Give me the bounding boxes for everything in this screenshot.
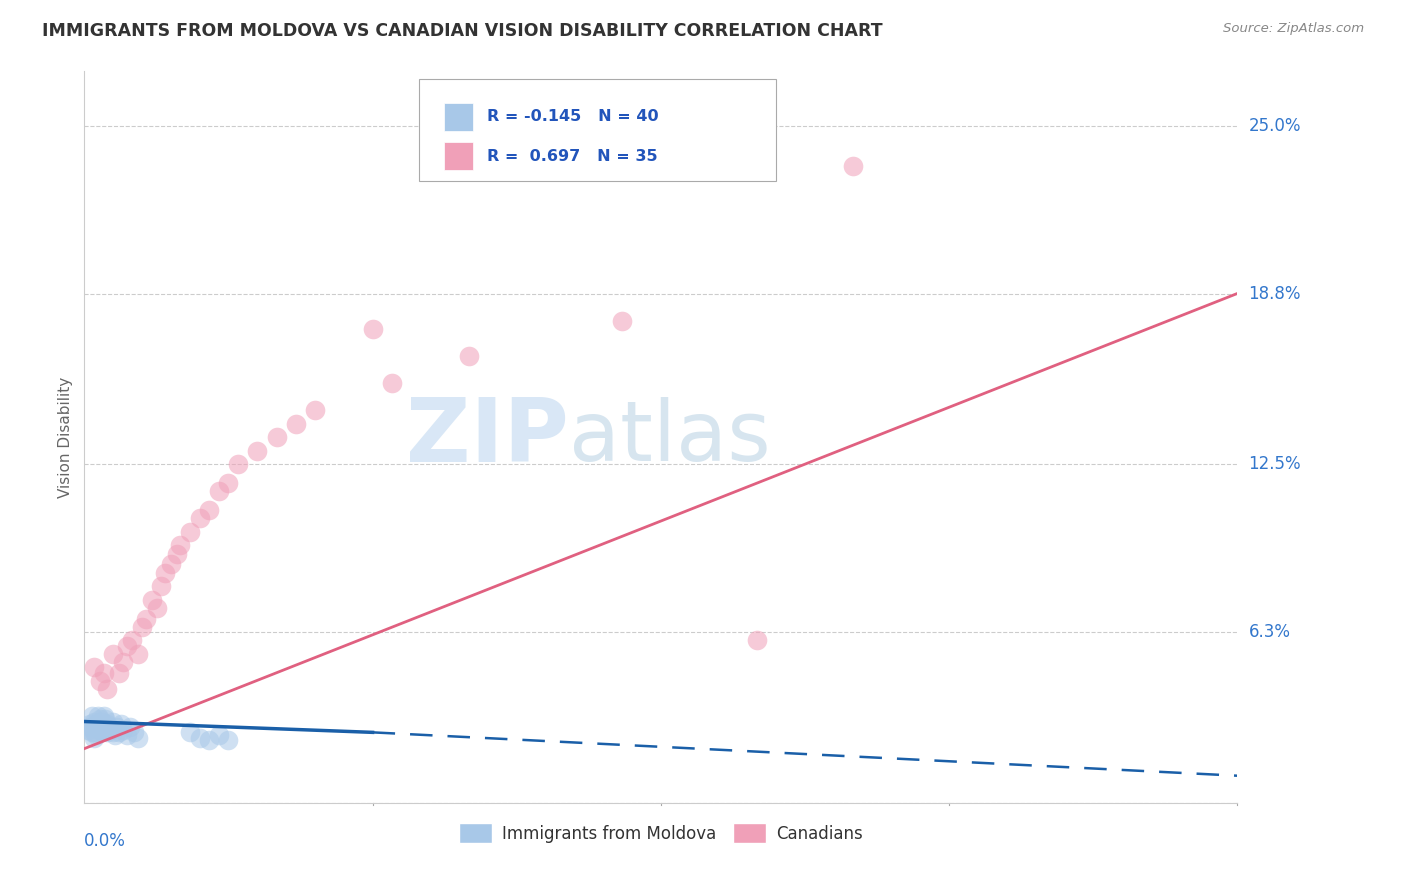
Point [87,709,110,723]
Point [103,714,124,729]
FancyBboxPatch shape [444,143,472,170]
Text: 25.0%: 25.0% [1249,117,1301,135]
Point [188,731,211,745]
Point [150,579,173,593]
Point [131,620,153,634]
Point [246,443,269,458]
Legend: Immigrants from Moldova, Canadians: Immigrants from Moldova, Canadians [451,817,870,849]
Point [120,720,142,734]
Point [169,538,191,552]
FancyBboxPatch shape [444,103,472,130]
Point [105,720,128,734]
Point [84,717,107,731]
Point [93,720,115,734]
Point [83,660,105,674]
Point [108,665,131,680]
Point [361,322,384,336]
Point [96,681,118,696]
Point [166,547,188,561]
Point [304,403,326,417]
Point [198,733,221,747]
Point [94,723,117,737]
Point [89,712,111,726]
Point [87,720,110,734]
Point [89,723,111,737]
Point [842,159,865,173]
Text: 0.0%: 0.0% [84,832,127,850]
Point [90,714,112,729]
Point [93,709,115,723]
Point [96,717,118,731]
Point [83,725,105,739]
Point [115,728,138,742]
Point [121,633,143,648]
Point [198,503,221,517]
Text: R = -0.145   N = 40: R = -0.145 N = 40 [486,109,658,124]
Point [100,723,122,737]
Point [104,728,127,742]
Point [127,647,149,661]
Point [179,725,201,739]
Point [612,313,634,327]
Point [226,457,249,471]
Point [79,717,101,731]
Point [457,349,479,363]
FancyBboxPatch shape [419,78,776,181]
Point [179,524,201,539]
Point [208,484,231,499]
Point [284,417,307,431]
Point [153,566,176,580]
Point [208,728,231,742]
Point [94,712,117,726]
Point [80,709,103,723]
Point [80,725,103,739]
Text: 18.8%: 18.8% [1249,285,1301,302]
Point [93,665,115,680]
Text: ZIP: ZIP [406,393,568,481]
Point [266,430,288,444]
Point [146,600,169,615]
Point [89,673,111,688]
Point [111,655,134,669]
Y-axis label: Vision Disability: Vision Disability [58,376,73,498]
Text: IMMIGRANTS FROM MOLDOVA VS CANADIAN VISION DISABILITY CORRELATION CHART: IMMIGRANTS FROM MOLDOVA VS CANADIAN VISI… [42,22,883,40]
Point [218,733,240,747]
Point [188,511,211,525]
Point [381,376,404,390]
Point [108,725,131,739]
Text: R =  0.697   N = 35: R = 0.697 N = 35 [486,149,658,164]
Point [79,720,101,734]
Point [115,639,138,653]
Text: 6.3%: 6.3% [1249,624,1291,641]
Point [83,714,105,729]
Point [160,558,183,572]
Text: Source: ZipAtlas.com: Source: ZipAtlas.com [1223,22,1364,36]
Point [745,633,768,648]
Point [96,725,118,739]
Point [103,647,124,661]
Point [218,476,240,491]
Point [110,717,132,731]
Point [135,611,157,625]
Point [84,728,107,742]
Point [111,723,134,737]
Text: 12.5%: 12.5% [1249,455,1301,473]
Text: atlas: atlas [568,397,770,477]
Point [77,723,100,737]
Point [98,720,121,734]
Point [127,731,149,745]
Point [124,725,146,739]
Point [141,592,163,607]
Point [90,725,112,739]
Point [83,731,105,745]
Point [103,725,124,739]
